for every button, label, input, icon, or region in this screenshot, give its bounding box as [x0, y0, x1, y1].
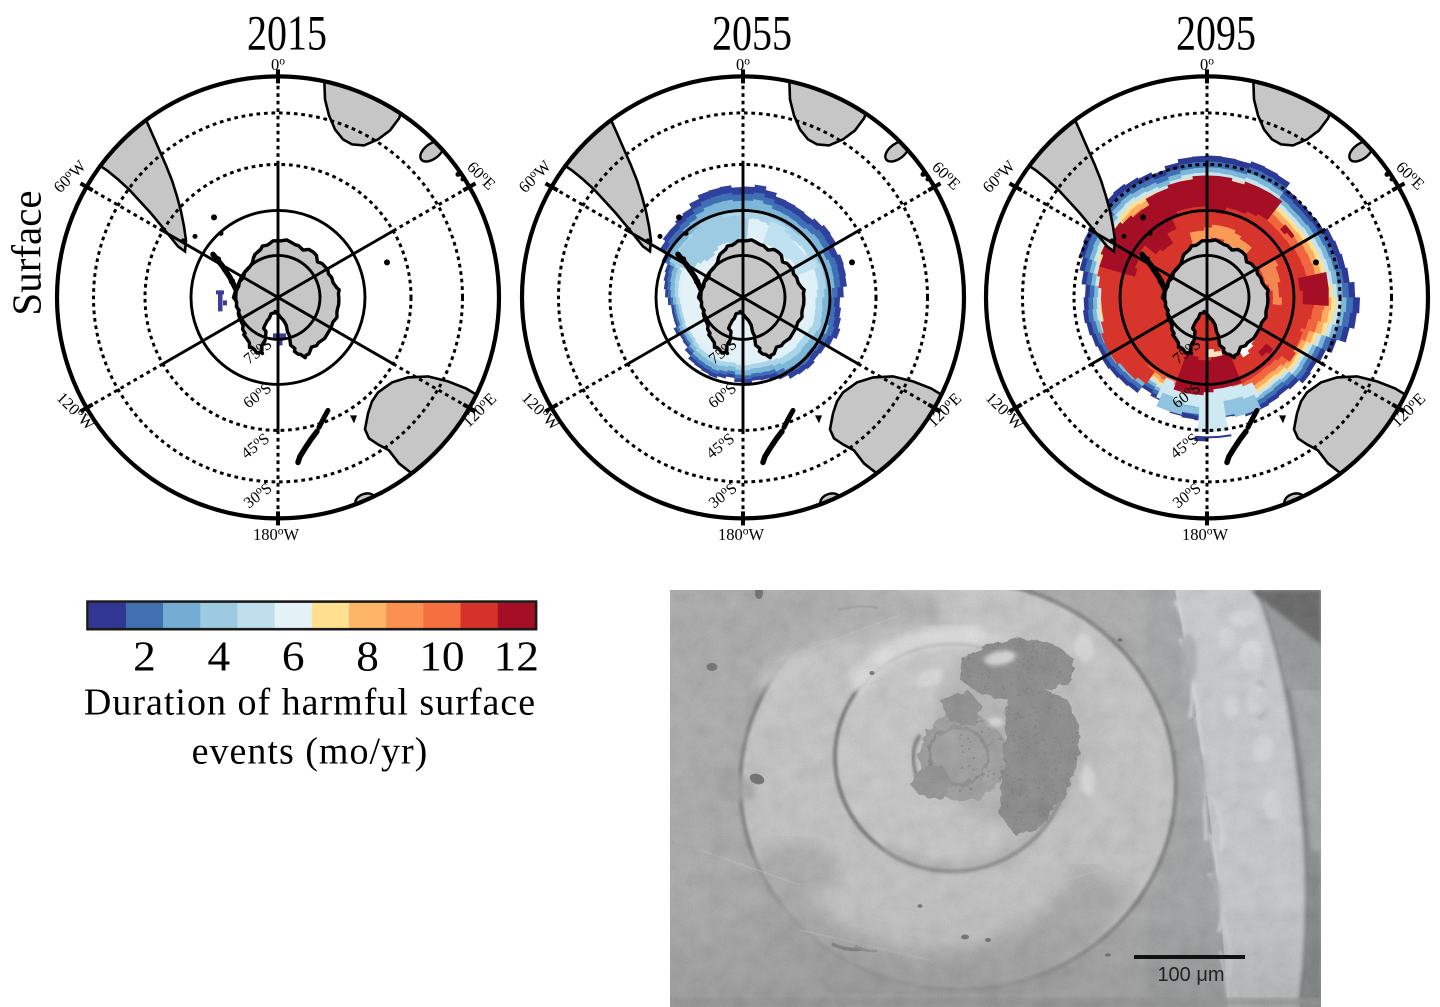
- svg-text:8: 8: [356, 634, 379, 680]
- svg-text:100 μm: 100 μm: [1157, 964, 1224, 986]
- svg-text:2015: 2015: [247, 5, 327, 60]
- svg-text:2095: 2095: [1176, 5, 1256, 60]
- svg-text:2: 2: [133, 634, 156, 680]
- svg-text:6: 6: [282, 634, 305, 680]
- svg-text:180oW: 180oW: [1182, 525, 1229, 544]
- svg-text:events (mo/yr): events (mo/yr): [192, 731, 429, 773]
- svg-text:2055: 2055: [712, 5, 792, 60]
- svg-text:180oW: 180oW: [253, 525, 300, 544]
- svg-text:12: 12: [494, 634, 539, 680]
- svg-text:Duration of harmful surface: Duration of harmful surface: [84, 682, 536, 724]
- svg-text:Surface: Surface: [4, 190, 50, 315]
- svg-text:10: 10: [419, 634, 464, 680]
- svg-text:180oW: 180oW: [718, 525, 765, 544]
- svg-text:4: 4: [207, 634, 230, 680]
